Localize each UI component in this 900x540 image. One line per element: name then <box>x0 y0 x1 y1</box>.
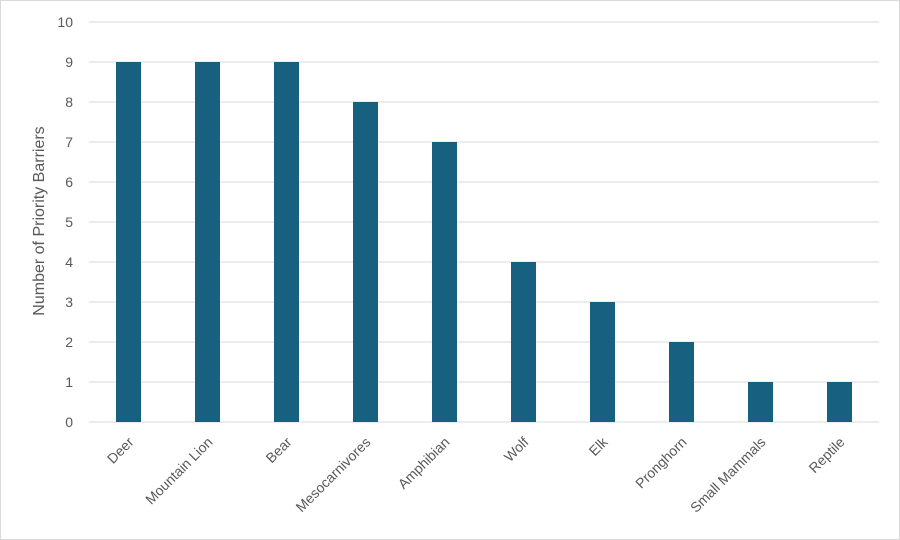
x-category-label: Wolf <box>501 434 532 465</box>
bar <box>116 62 141 422</box>
y-tick-label: 2 <box>65 334 73 350</box>
y-tick-label: 10 <box>57 14 73 30</box>
x-category-label: Small Mammals <box>687 434 769 516</box>
x-category-label: Deer <box>104 434 137 467</box>
bar <box>511 262 536 422</box>
y-tick-label: 0 <box>65 414 73 430</box>
gridlines <box>89 21 879 423</box>
bar <box>669 342 694 422</box>
bar <box>827 382 852 422</box>
y-tick-label: 9 <box>65 54 73 70</box>
x-category-label: Mountain Lion <box>142 434 216 508</box>
bar <box>748 382 773 422</box>
x-category-label: Elk <box>586 433 612 459</box>
bar <box>353 102 378 422</box>
x-category-label: Pronghorn <box>632 434 690 492</box>
y-tick-label: 4 <box>65 254 73 270</box>
y-tick-label: 1 <box>65 374 73 390</box>
bar <box>195 62 220 422</box>
bar <box>432 142 457 422</box>
x-category-label: Bear <box>262 434 294 466</box>
bars <box>116 62 852 422</box>
y-tick-label: 5 <box>65 214 73 230</box>
y-tick-label: 8 <box>65 94 73 110</box>
x-category-label: Reptile <box>805 434 847 476</box>
y-axis-label: Number of Priority Barriers <box>31 126 48 315</box>
y-tick-label: 6 <box>65 174 73 190</box>
y-tick-label: 7 <box>65 134 73 150</box>
bar <box>590 302 615 422</box>
y-tick-label: 3 <box>65 294 73 310</box>
x-category-label: Amphibian <box>395 434 453 492</box>
y-axis-ticks: 0 1 2 3 4 5 6 7 8 9 10 <box>57 14 73 430</box>
bar <box>274 62 299 422</box>
x-category-label: Mesocarnivores <box>292 434 373 515</box>
